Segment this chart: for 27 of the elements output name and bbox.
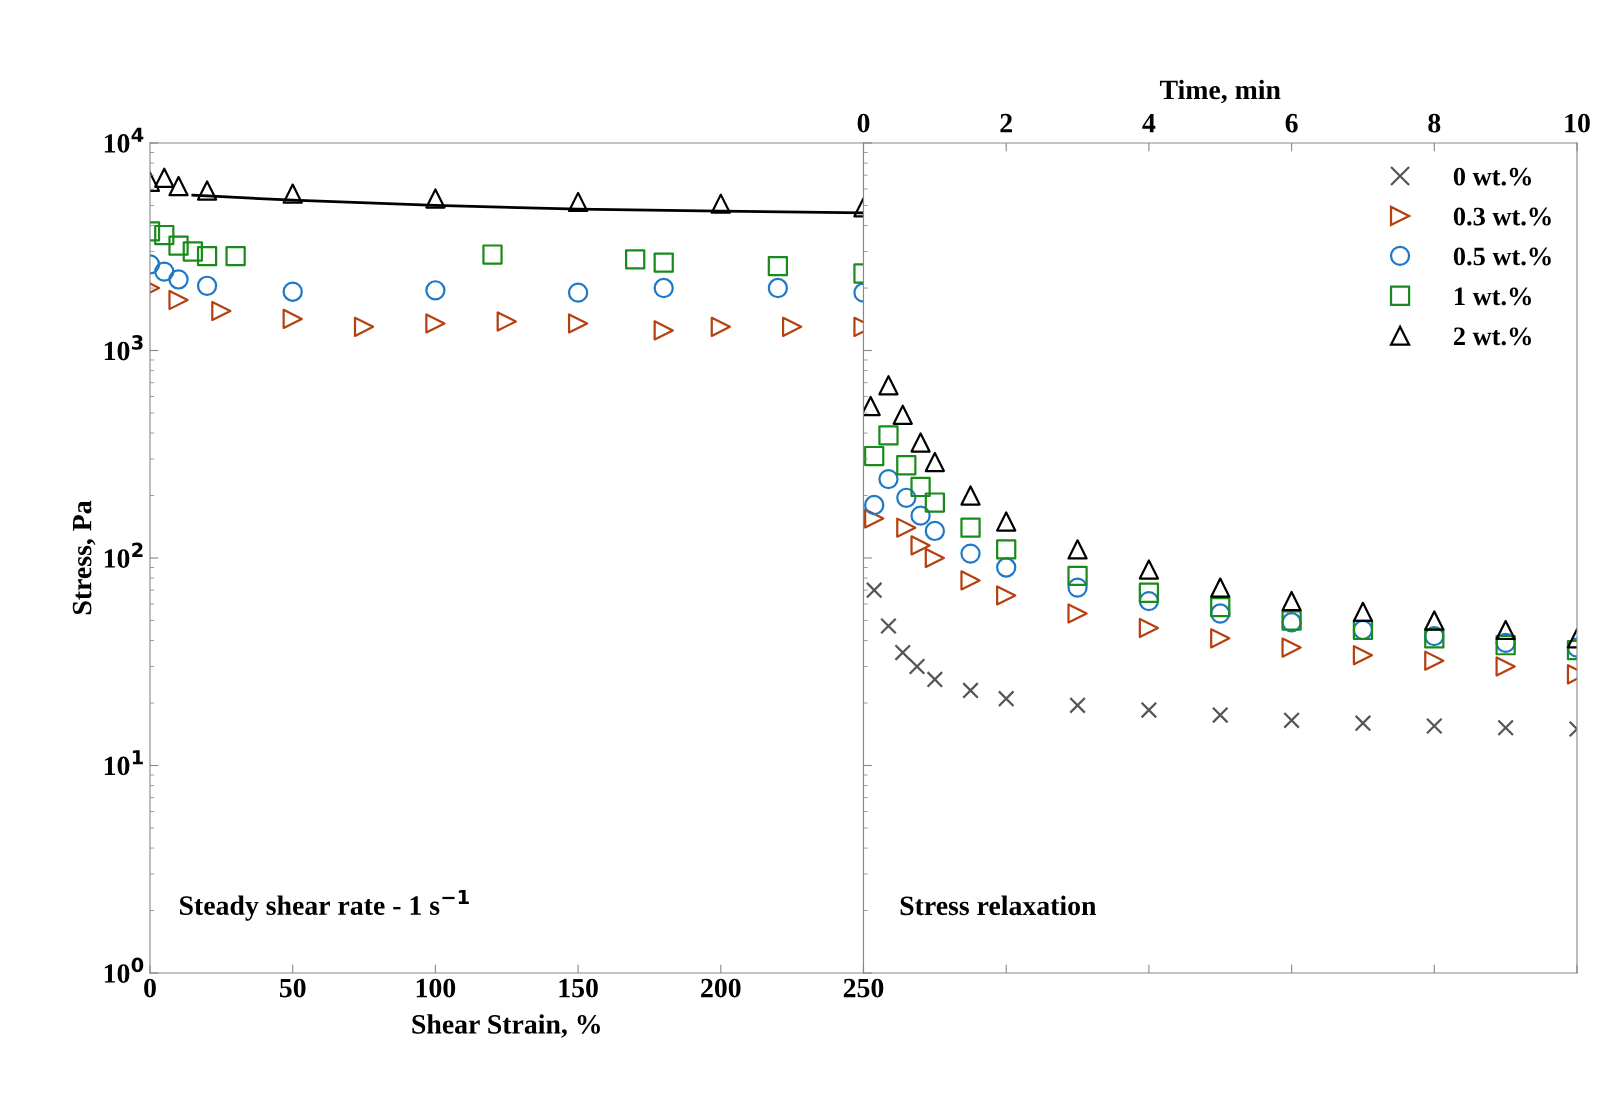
y-tick-label: 10$^{0}$: [104, 957, 144, 983]
y-axis-title: Stress, Pa: [72, 500, 96, 615]
legend-label: 2 wt.%: [1453, 327, 1531, 346]
x-tick-label: 0: [857, 113, 870, 133]
y-tick-label: 10$^{4}$: [104, 127, 144, 153]
annotation: Steady shear rate - 1 s$^{−1}$: [180, 889, 469, 921]
x-tick-label: 100: [416, 978, 456, 998]
annotation: Stress relaxation: [900, 895, 1097, 916]
x-tick-label: 150: [559, 978, 598, 998]
x-axis-title: Time, min: [1159, 79, 1281, 104]
legend-label: 0.5 wt.%: [1453, 247, 1551, 266]
y-tick-label: 10$^{2}$: [104, 542, 143, 568]
y-tick-label: 10$^{1}$: [104, 750, 143, 776]
x-tick-label: 0: [144, 978, 156, 998]
legend-label: 1 wt.%: [1454, 287, 1531, 306]
x-tick-label: 50: [279, 978, 306, 998]
x-tick-label: 200: [701, 978, 741, 998]
x-tick-label: 10: [1565, 113, 1590, 133]
x-tick-label: 4: [1142, 113, 1156, 133]
x-tick-label: 6: [1285, 113, 1298, 133]
x-tick-label: 250: [843, 978, 884, 998]
y-tick-label: 10$^{3}$: [104, 335, 143, 361]
x-tick-label: 2: [1000, 113, 1012, 133]
x-tick-label: 8: [1428, 113, 1441, 133]
x-axis-title: Shear Strain, %: [412, 1014, 600, 1038]
legend-label: 0 wt.%: [1453, 167, 1531, 186]
legend-label: 0.3 wt.%: [1453, 207, 1551, 226]
